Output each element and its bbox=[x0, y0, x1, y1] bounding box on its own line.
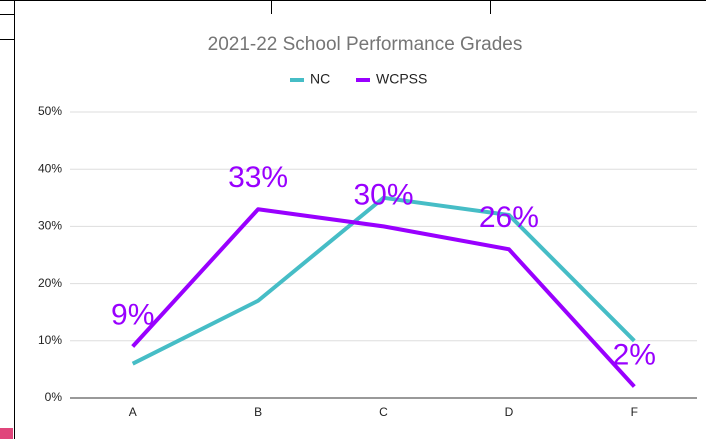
x-tick-label: F bbox=[631, 405, 638, 419]
x-tick-label: C bbox=[379, 405, 388, 419]
chart-title: 2021-22 School Performance Grades bbox=[208, 34, 523, 55]
y-tick-label: 30% bbox=[38, 219, 62, 233]
y-tick-label: 50% bbox=[38, 104, 62, 118]
y-tick-label: 20% bbox=[38, 276, 62, 290]
series-line bbox=[131, 207, 636, 388]
data-label: 30% bbox=[353, 178, 413, 211]
data-label: 9% bbox=[111, 298, 154, 331]
y-tick-label: 0% bbox=[45, 390, 63, 404]
data-label: 33% bbox=[228, 161, 288, 194]
x-tick-label: B bbox=[254, 405, 262, 419]
y-tick-label: 10% bbox=[38, 333, 62, 347]
y-tick-label: 40% bbox=[38, 161, 62, 175]
x-tick-label: D bbox=[505, 405, 514, 419]
edge-artifact bbox=[0, 428, 13, 439]
legend-label: NC bbox=[310, 71, 330, 87]
series-line bbox=[131, 195, 636, 366]
legend-label: WCPSS bbox=[376, 71, 427, 87]
x-tick-label: A bbox=[129, 405, 137, 419]
data-label: 2% bbox=[613, 338, 656, 371]
data-label: 26% bbox=[479, 201, 539, 234]
